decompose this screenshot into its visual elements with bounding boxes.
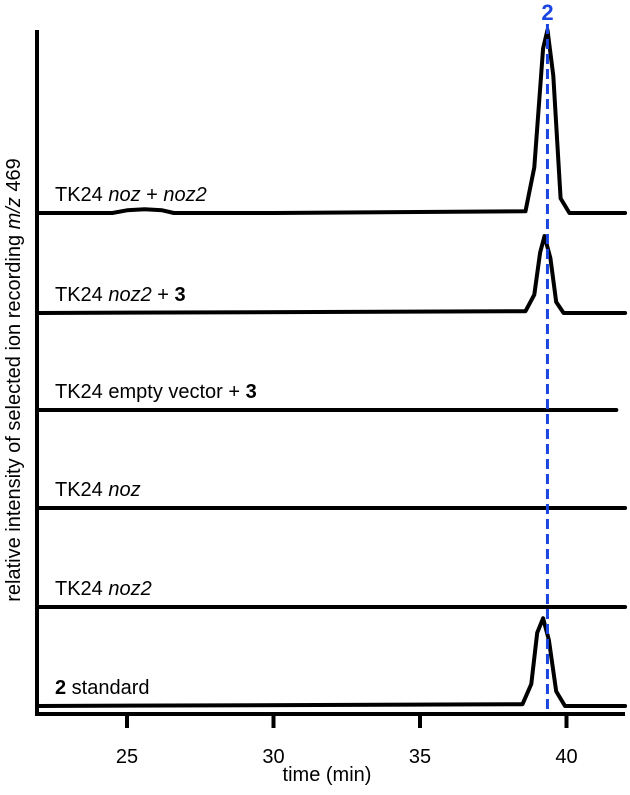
trace-label: TK24 noz2 + 3 [55,284,186,306]
x-tick-label: 40 [555,746,577,768]
x-tick-label: 35 [409,746,431,768]
x-tick-label: 25 [116,746,138,768]
trace-label: 2 standard [55,677,150,699]
trace-line [37,234,628,315]
y-axis-label: relative intensity of selected ion recor… [3,158,25,602]
trace-line [37,616,628,708]
x-ticks: 25 30 35 40 [116,714,578,768]
traces [37,28,628,708]
x-axis-label: time (min) [283,764,372,786]
trace-label: TK24 empty vector + 3 [55,381,257,403]
trace-label: TK24 noz [55,479,141,501]
trace-labels: TK24 noz + noz2 TK24 noz2 + 3 TK24 empty v… [55,184,257,699]
compound-2-marker-label: 2 [541,0,553,25]
trace-line [37,28,628,215]
trace-label: TK24 noz + noz2 [55,184,207,206]
x-tick-label: 30 [262,746,284,768]
trace-label: TK24 noz2 [55,578,152,600]
